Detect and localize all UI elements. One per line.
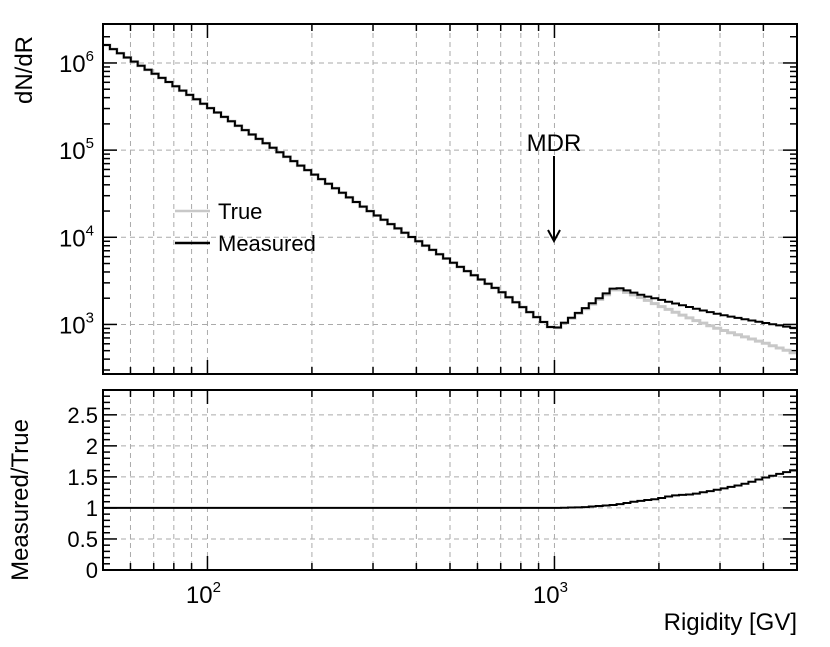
ratio-y-tick-label: 0 <box>86 558 98 583</box>
legend-measured-label: Measured <box>218 231 316 256</box>
legend: True Measured <box>175 199 316 256</box>
ratio-series <box>103 469 797 509</box>
spectrum-y-axis-label: dN/dR <box>11 36 38 104</box>
spectrum-y-tick-label: 106 <box>59 48 94 78</box>
ratio-y-axis-label: Measured/True <box>7 419 34 581</box>
ratio-panel: 0 0.5 1 1.5 2 2.5 102 103 Measured/True Rigidi… <box>7 389 798 636</box>
ratio-y-tick-label: 2.5 <box>67 403 98 428</box>
mdr-annotation: MDR <box>527 130 582 244</box>
mdr-arrowhead <box>547 229 561 244</box>
x-tick-label: 103 <box>533 579 568 609</box>
spectrum-y-tick-label: 105 <box>59 135 94 165</box>
series-measured-line <box>103 44 797 329</box>
x-axis-label: Rigidity [GV] <box>664 609 797 636</box>
x-tick-labels: 102 103 <box>186 579 568 609</box>
legend-true-label: True <box>218 199 262 224</box>
series-ratio-line <box>103 469 797 509</box>
ratio-plot-frame <box>102 389 798 571</box>
spectrum-axis-ticks <box>102 24 798 374</box>
ratio-y-tick-labels: 0 0.5 1 1.5 2 2.5 <box>67 403 98 583</box>
ratio-y-tick-label: 0.5 <box>67 527 98 552</box>
ratio-y-tick-label: 1 <box>86 496 98 521</box>
spectrum-plot-frame <box>102 23 798 375</box>
mdr-label: MDR <box>527 130 582 157</box>
spectrum-y-tick-label: 104 <box>59 222 94 252</box>
spectrum-y-tick-label: 103 <box>59 309 94 339</box>
spectrum-series <box>103 43 797 355</box>
spectrum-y-tick-labels: 103 104 105 106 <box>59 48 94 339</box>
spectrum-panel: 103 104 105 106 dN/dR MDR True Measured <box>11 23 798 375</box>
x-tick-label: 102 <box>186 579 221 609</box>
ratio-y-tick-label: 1.5 <box>67 465 98 490</box>
ratio-y-tick-label: 2 <box>86 434 98 459</box>
